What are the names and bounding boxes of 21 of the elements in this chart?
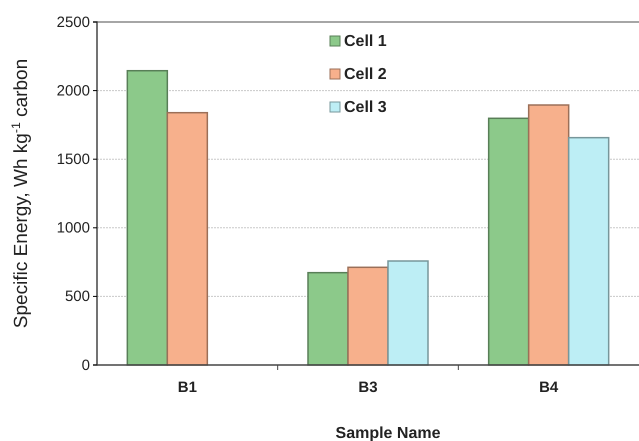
bar: [528, 104, 570, 366]
x-tick-label: B4: [539, 379, 559, 396]
y-tick-label: 2000: [56, 82, 90, 100]
bar: [307, 272, 349, 366]
bar: [488, 118, 530, 366]
y-tick-label: 2500: [56, 14, 90, 31]
bar: [387, 260, 429, 366]
y-tick-label: 500: [64, 288, 90, 306]
legend-label: Cell 1: [344, 33, 387, 50]
bar: [126, 70, 168, 366]
y-tick-label: 1500: [56, 151, 90, 168]
bar: [166, 112, 208, 366]
bar: [347, 266, 389, 366]
legend-label: Cell 2: [344, 66, 387, 83]
x-tick-label: B1: [178, 379, 197, 396]
y-tick-label: 0: [82, 356, 90, 374]
bar: [568, 136, 610, 366]
y-tick-label: 1000: [56, 220, 90, 237]
x-tick-label: B3: [358, 379, 378, 396]
legend-label: Cell 3: [344, 99, 387, 116]
x-axis-title: Sample Name: [336, 425, 441, 441]
